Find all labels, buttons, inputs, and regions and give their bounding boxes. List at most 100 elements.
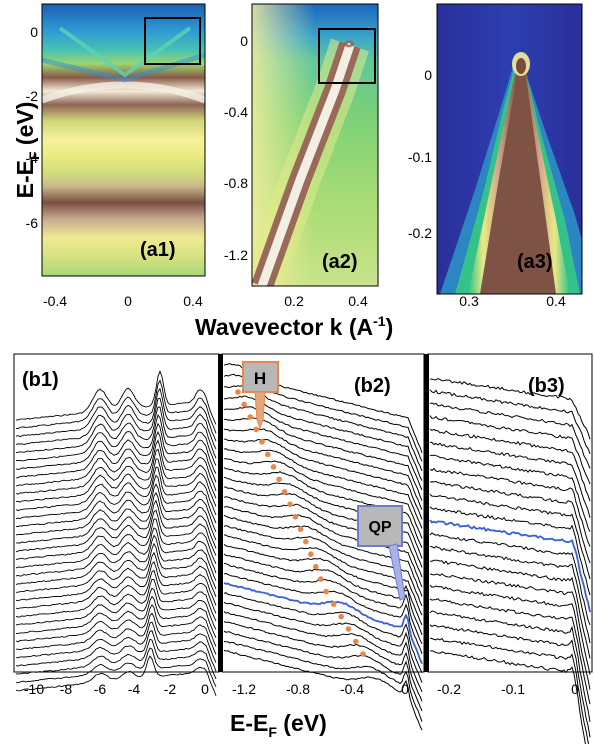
qp-annotation-box [357, 505, 403, 547]
edc-curve [223, 592, 423, 673]
edc-curve [15, 527, 217, 574]
edc-curve [429, 624, 591, 738]
edc-curve [15, 458, 217, 507]
separator-b2-b3 [424, 354, 429, 672]
h-dot [270, 464, 277, 470]
panel-a1-image [42, 4, 205, 276]
b3-xtick-2: 0 [571, 681, 579, 697]
h-dispersion-dots [235, 389, 366, 657]
edc-curve [15, 397, 217, 450]
b2-xtick-0: -1.2 [232, 681, 256, 697]
edc-curve [15, 474, 217, 524]
edc-curve [15, 379, 217, 434]
edc-curve [223, 630, 423, 712]
edc-curve [16, 612, 217, 655]
edc-curve [15, 561, 217, 606]
h-dot [323, 588, 330, 595]
h-dot [330, 601, 337, 607]
edc-curve [429, 637, 589, 744]
h-dot [360, 651, 366, 657]
edc-curve [15, 542, 217, 590]
h-dot [297, 526, 304, 532]
x-axis-title-top: Wavevector k (A-1) [195, 313, 393, 340]
edc-curve [15, 655, 217, 696]
b1-xtick-1: -8 [60, 681, 73, 697]
h-dot [308, 551, 314, 557]
b2-xtick-1: -0.8 [286, 681, 310, 697]
edc-curve [430, 378, 591, 440]
edc-curve [15, 509, 217, 556]
b1-xtick-0: -10 [24, 681, 44, 697]
edc-curve [429, 650, 586, 744]
panel-b2: H QP (b2) -1.2 -0.8 -0.4 0 [221, 353, 425, 731]
a3-xtick-0: 0.3 [459, 293, 479, 309]
a1-xtick-2: 0.4 [183, 293, 203, 309]
edc-curve [429, 598, 591, 705]
a2-ytick-0: 0 [240, 33, 248, 49]
edc-curve [16, 595, 217, 638]
edc-curve [15, 466, 217, 516]
a3-ytick-2: -0.2 [408, 225, 432, 241]
edc-curve [429, 454, 591, 533]
h-dot [259, 439, 265, 445]
h-dot [345, 626, 352, 632]
b1-xtick-4: -2 [164, 681, 177, 697]
edc-curve [15, 587, 217, 630]
panel-a3: (a3) 0 -0.1 -0.2 0.3 0.4 [408, 3, 583, 309]
h-dot [313, 563, 319, 570]
panel-b3-curves [429, 378, 591, 744]
edc-curve [429, 480, 591, 564]
edc-curve [15, 387, 217, 442]
panel-label-b1: (b1) [22, 369, 59, 391]
h-dot [281, 489, 288, 495]
edc-curve [429, 573, 591, 675]
h-dot [265, 451, 271, 458]
h-dot [353, 638, 359, 645]
b2-xtick-3: 0 [401, 681, 409, 697]
panel-label-b2: (b2) [354, 375, 391, 397]
h-dot [276, 476, 282, 483]
edc-curve [223, 438, 423, 520]
a1-ytick-0: 0 [30, 24, 38, 40]
panel-label-a3: (a3) [517, 251, 553, 273]
h-arrow [254, 391, 266, 430]
edc-curve [223, 572, 423, 654]
a1-ytick-2: -4 [26, 150, 39, 166]
panel-a2: (a2) 0 -0.4 -0.8 -1.2 0.2 0.4 [224, 3, 379, 309]
h-dot [253, 426, 259, 433]
edc-curve [429, 428, 591, 502]
edc-curve [223, 649, 423, 731]
edc-curve [223, 543, 423, 626]
edc-curve [16, 430, 217, 483]
h-dot [235, 389, 241, 395]
a1-ytick-3: -6 [26, 215, 39, 231]
edc-curve [15, 448, 217, 499]
edc-curve [15, 439, 217, 492]
edc-curve [15, 534, 217, 581]
edc-curve [429, 493, 591, 580]
edc-curve [15, 491, 217, 541]
a3-ytick-0: 0 [424, 67, 432, 83]
edc-curve [15, 370, 217, 425]
b1-xtick-5: 0 [201, 681, 209, 697]
edc-curve [429, 389, 591, 454]
edc-curve [16, 621, 217, 663]
panel-b1: (b1) -10 -8 -6 -4 -2 0 [13, 353, 220, 697]
edc-curve [223, 601, 423, 683]
edc-curve [430, 545, 591, 644]
edc-curve [429, 402, 591, 469]
h-dot [317, 576, 324, 582]
a2-ytick-2: -0.8 [224, 175, 248, 191]
a2-ytick-1: -0.4 [224, 104, 248, 120]
b1-xtick-2: -6 [94, 681, 107, 697]
edc-curve [16, 638, 217, 679]
h-dot [292, 514, 299, 520]
a2-xtick-1: 0.4 [348, 293, 368, 309]
qp-annotation-label: QP [368, 519, 391, 536]
panel-label-a1: (a1) [140, 239, 176, 261]
edc-curve [429, 559, 591, 659]
edc-curve [429, 415, 591, 485]
edc-curve [15, 630, 217, 672]
b1-xtick-3: -4 [128, 681, 141, 697]
edc-curve [15, 604, 217, 647]
